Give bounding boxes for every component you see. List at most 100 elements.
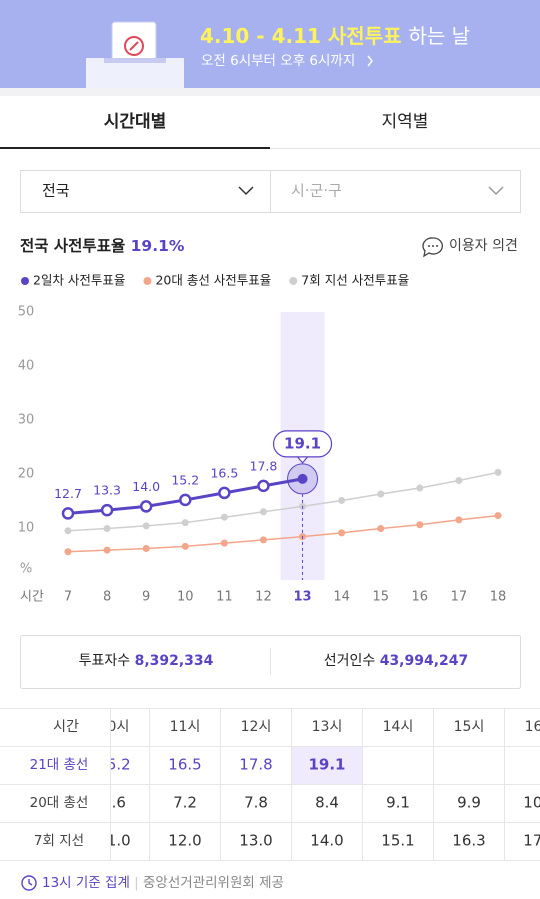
point bbox=[64, 548, 72, 556]
clock-icon bbox=[21, 875, 37, 891]
row-label: 7회 지선 bbox=[34, 833, 84, 849]
x-tick-label: 10 bbox=[177, 590, 194, 605]
point bbox=[455, 476, 463, 484]
x-tick-label: 12 bbox=[255, 590, 272, 605]
stat: 투표자수 8,392,334 bbox=[79, 653, 214, 669]
y-tick-label: 20 bbox=[18, 467, 35, 482]
legend-swatch bbox=[143, 277, 152, 285]
y-axis-label: % bbox=[20, 562, 32, 577]
point bbox=[103, 546, 111, 554]
x-tick-label: 11 bbox=[216, 590, 233, 605]
footer-basis: 13시 기준 집계 bbox=[42, 875, 130, 891]
point bbox=[338, 496, 346, 504]
x-tick-label: 8 bbox=[103, 590, 111, 605]
table-header: 16시 bbox=[525, 719, 540, 735]
table: 10시 11시 12시 13시 14시 15시 16시 15.2 16.5 17.8 19.1 6.6… bbox=[0, 708, 540, 861]
divider bbox=[0, 88, 540, 96]
table-header: 14시 bbox=[383, 719, 414, 735]
point bbox=[416, 484, 424, 492]
x-tick-label: 9 bbox=[142, 590, 150, 605]
x-tick-label: 13 bbox=[293, 590, 311, 605]
chevron-icon bbox=[488, 186, 504, 196]
data-label: 13.3 bbox=[93, 483, 121, 498]
callout-pointer bbox=[297, 456, 309, 464]
x-tick-label: 16 bbox=[412, 590, 429, 605]
table-cell: 12.0 bbox=[168, 832, 201, 850]
select[interactable] bbox=[20, 170, 271, 213]
table-header: 12시 bbox=[241, 719, 272, 735]
table-cell: 15.2 bbox=[97, 756, 130, 774]
point bbox=[259, 508, 267, 516]
table-cell: 9.9 bbox=[457, 794, 481, 812]
point bbox=[377, 490, 385, 498]
table-cell: 6.6 bbox=[102, 794, 126, 812]
data-label: 14.0 bbox=[132, 479, 160, 494]
point bbox=[103, 525, 111, 533]
legend-swatch bbox=[21, 277, 29, 285]
y-tick-label: 50 bbox=[18, 305, 35, 320]
table-cell: 7.2 bbox=[173, 794, 197, 812]
point bbox=[100, 503, 114, 517]
footer: 13시 기준 집계 | 중앙선거관리위원회 제공 bbox=[42, 875, 284, 891]
stat-value: 43,994,247 bbox=[380, 653, 469, 669]
point bbox=[220, 513, 228, 521]
table-scroll: 10시 11시 12시 13시 14시 15시 16시 15.2 16.5 17.8 19.1 6.6… bbox=[97, 708, 540, 860]
point bbox=[220, 539, 228, 547]
table-cell: 16.3 bbox=[452, 832, 485, 850]
point bbox=[494, 512, 502, 520]
table-cell: 9.1 bbox=[386, 794, 410, 812]
chart: 2일차 사전투표율 20대 총선 사전투표율 7회 지선 사전투표율 10 20 30 40… bbox=[18, 273, 507, 605]
table-cell: 11.0 bbox=[97, 832, 130, 850]
point bbox=[179, 493, 192, 507]
feedback-icon bbox=[422, 237, 443, 258]
chevron-icon bbox=[238, 186, 254, 196]
select-value: 전국 bbox=[42, 182, 70, 200]
table-header: 15시 bbox=[454, 719, 485, 735]
point bbox=[181, 519, 189, 527]
cell-highlight bbox=[292, 747, 362, 784]
table-header: 11시 bbox=[170, 719, 201, 735]
legend-label: 20대 총선 사전투표율 bbox=[155, 273, 271, 288]
select-placeholder: 시·군·구 bbox=[291, 182, 342, 200]
callout-label: 19.1 bbox=[284, 434, 321, 452]
footer-source: 중앙선거관리위원회 제공 bbox=[143, 875, 284, 891]
y-tick-label: 10 bbox=[18, 521, 35, 536]
select[interactable] bbox=[270, 170, 521, 213]
point bbox=[297, 473, 308, 484]
data-label: 17.8 bbox=[250, 458, 278, 473]
table-cell: 16.5 bbox=[168, 756, 201, 774]
legend-label: 7회 지선 사전투표율 bbox=[301, 273, 409, 288]
table-header: 10시 bbox=[99, 719, 130, 735]
x-axis-label: 시간 bbox=[20, 590, 44, 605]
table-cell: 8.4 bbox=[315, 794, 339, 812]
x-tick-label: 18 bbox=[490, 590, 507, 605]
point bbox=[416, 521, 424, 529]
data-label: 16.5 bbox=[210, 465, 238, 480]
point bbox=[142, 545, 150, 553]
point bbox=[64, 527, 72, 535]
stat-value: 8,392,334 bbox=[135, 653, 214, 669]
point bbox=[455, 516, 463, 524]
tab-indicator bbox=[0, 147, 270, 149]
x-tick-label: 14 bbox=[333, 590, 350, 605]
series-line bbox=[67, 471, 499, 532]
point bbox=[494, 468, 502, 476]
table-cell: 17.4 bbox=[523, 832, 540, 850]
callout bbox=[272, 430, 333, 458]
x-tick-label: 17 bbox=[451, 590, 468, 605]
stats-divider bbox=[270, 648, 271, 675]
x-tick-label: 7 bbox=[64, 590, 72, 605]
feedback-link[interactable]: 이용자 의견 bbox=[449, 238, 518, 254]
y-tick-label: 30 bbox=[18, 413, 35, 428]
banner-dates: 4.10 - 4.11 bbox=[200, 24, 321, 48]
summary-title: 전국 사전투표율 bbox=[20, 237, 125, 255]
tab[interactable]: 지역별 bbox=[382, 112, 429, 132]
stat: 선거인수 43,994,247 bbox=[324, 653, 469, 669]
table-cell: 14.0 bbox=[310, 832, 343, 850]
banner-highlight: 사전투표 bbox=[328, 24, 402, 48]
table-cell: 15.1 bbox=[381, 832, 414, 850]
legend-label: 2일차 사전투표율 bbox=[33, 273, 125, 288]
table-cell: 13.0 bbox=[239, 832, 272, 850]
tab-active[interactable]: 시간대별 bbox=[104, 112, 167, 132]
